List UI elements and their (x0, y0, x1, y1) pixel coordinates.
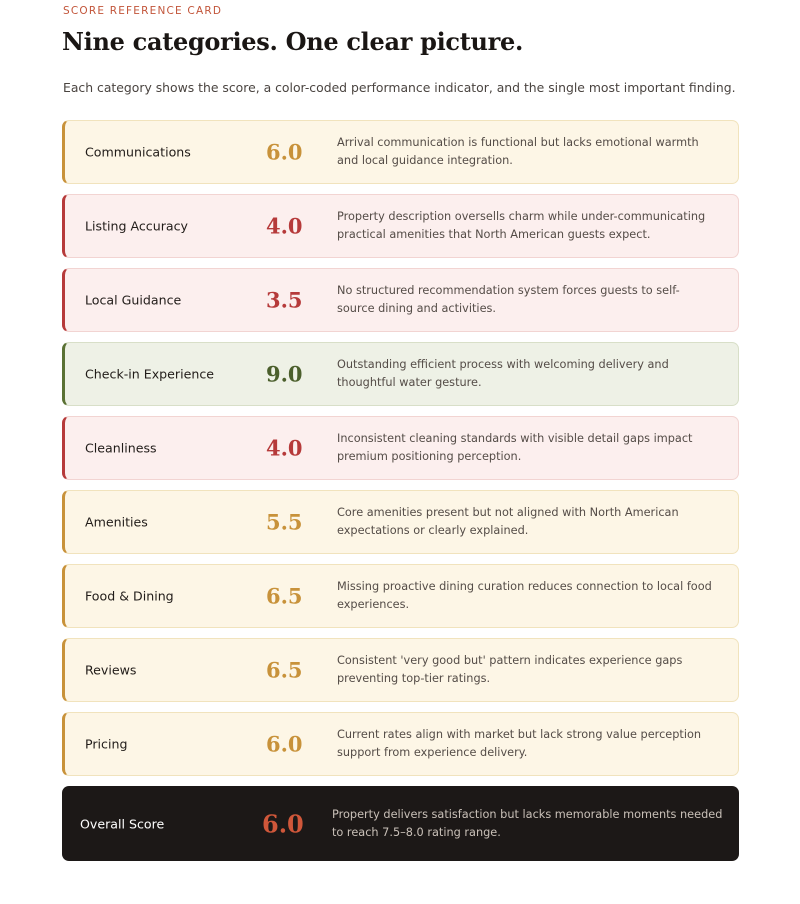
category-score: 4.0 (266, 435, 303, 461)
category-score: 6.5 (266, 657, 303, 683)
category-finding: Inconsistent cleaning standards with vis… (337, 432, 693, 463)
category-finding: Missing proactive dining curation reduce… (337, 580, 712, 611)
category-finding: Outstanding efficient process with welco… (337, 358, 669, 389)
category-name: Check-in Experience (85, 366, 214, 382)
category-score: 6.0 (266, 731, 303, 757)
category-card-food-dining: Food & Dining 6.5 Missing proactive dini… (62, 564, 739, 628)
category-name: Communications (85, 144, 191, 160)
category-name: Listing Accuracy (85, 218, 188, 234)
category-card-check-in-experience: Check-in Experience 9.0 Outstanding effi… (62, 342, 739, 406)
category-finding: Arrival communication is functional but … (337, 136, 699, 167)
eyebrow-label: SCORE REFERENCE CARD (63, 5, 223, 17)
category-finding: Current rates align with market but lack… (337, 728, 702, 759)
overall-finding: Property delivers satisfaction but lacks… (332, 807, 723, 839)
page-title: Nine categories. One clear picture. (62, 27, 524, 56)
category-card-cleanliness: Cleanliness 4.0 Inconsistent cleaning st… (62, 416, 739, 480)
category-card-amenities: Amenities 5.5 Core amenities present but… (62, 490, 739, 554)
category-card-reviews: Reviews 6.5 Consistent 'very good but' p… (62, 638, 739, 702)
category-score: 3.5 (266, 287, 303, 313)
overall-score-card: Overall Score 6.0 Property delivers sati… (62, 786, 739, 861)
category-name: Amenities (85, 514, 148, 530)
category-card-communications: Communications 6.0 Arrival communication… (62, 120, 739, 184)
category-finding: Consistent 'very good but' pattern indic… (337, 654, 683, 685)
category-score: 9.0 (266, 361, 303, 387)
intro-text: Each category shows the score, a color-c… (63, 80, 736, 95)
category-finding: No structured recommendation system forc… (337, 284, 680, 315)
category-name: Local Guidance (85, 292, 182, 308)
category-card-local-guidance: Local Guidance 3.5 No structured recomme… (62, 268, 739, 332)
category-score: 6.0 (266, 139, 303, 165)
category-name: Food & Dining (85, 588, 174, 604)
overall-score: 6.0 (262, 809, 304, 838)
category-score: 4.0 (266, 213, 303, 239)
category-name: Reviews (85, 662, 137, 678)
category-score: 5.5 (266, 509, 303, 535)
category-card-pricing: Pricing 6.0 Current rates align with mar… (62, 712, 739, 776)
category-name: Pricing (85, 736, 128, 752)
category-finding: Property description oversells charm whi… (337, 210, 706, 241)
overall-label: Overall Score (80, 816, 165, 831)
category-finding: Core amenities present but not aligned w… (337, 506, 679, 537)
category-name: Cleanliness (85, 440, 157, 456)
score-card-list: Communications 6.0 Arrival communication… (62, 120, 739, 871)
category-card-listing-accuracy: Listing Accuracy 4.0 Property descriptio… (62, 194, 739, 258)
category-score: 6.5 (266, 583, 303, 609)
